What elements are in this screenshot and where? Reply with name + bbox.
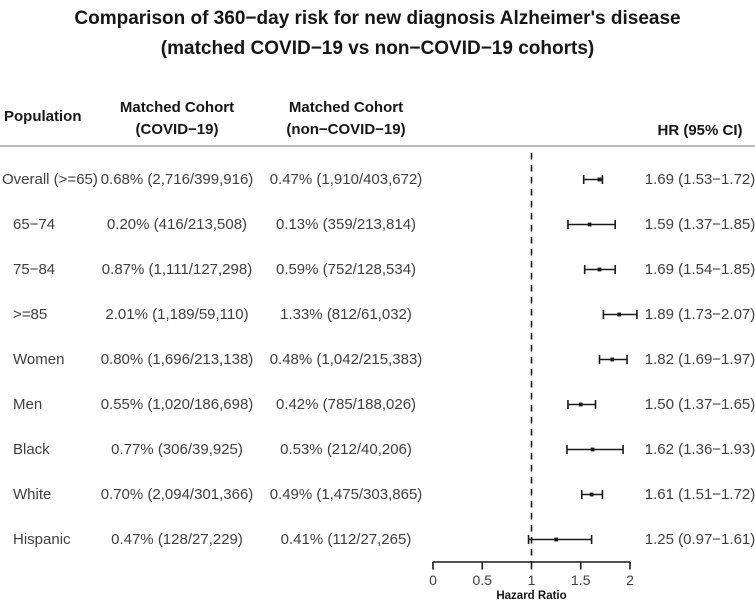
noncovid-risk-value: 0.49% (1,475/303,865) [269,486,423,503]
error-bar [583,265,617,274]
population-label: Women [13,351,65,368]
point-estimate-marker [554,537,559,542]
noncovid-risk-value: 0.47% (1,910/403,672) [269,171,423,188]
covid-risk-value: 0.55% (1,020/186,698) [100,396,254,413]
population-label: Hispanic [13,531,71,548]
covid-risk-value: 0.20% (416/213,508) [106,216,248,233]
table-row: >=85 2.01% (1,189/59,110) 1.33% (812/61,… [0,292,755,337]
axis-tick-label: 1 [527,572,536,588]
error-bar [580,490,604,499]
error-bar [598,355,628,364]
error-bar [567,220,617,229]
hr-ci-value: 1.62 (1.36−1.93) [644,441,755,458]
point-estimate-marker [617,312,622,317]
covid-risk-value: 0.68% (2,716/399,916) [100,171,254,188]
covid-risk-value: 0.87% (1,111/127,298) [101,261,253,278]
population-label: Black [13,441,50,458]
error-bar [567,400,597,409]
error-bar [566,445,624,454]
error-bar [527,535,593,544]
col-header-noncovid-line1: Matched Cohort [288,99,404,116]
table-row: Black 0.77% (306/39,925) 0.53% (212/40,2… [0,427,755,472]
point-estimate-marker [578,402,583,407]
table-row: White 0.70% (2,094/301,366) 0.49% (1,475… [0,472,755,517]
noncovid-risk-value: 0.53% (212/40,206) [280,441,412,458]
col-header-noncovid: Matched Cohort (non−COVID−19) [286,97,405,141]
noncovid-risk-value: 0.13% (359/213,814) [275,216,417,233]
error-bar [602,310,638,319]
header-separator [0,145,755,147]
table-row: Hispanic 0.47% (128/27,229) 0.41% (112/2… [0,517,755,562]
noncovid-risk-value: 1.33% (812/61,032) [280,306,412,323]
covid-risk-value: 0.77% (306/39,925) [111,441,243,458]
point-estimate-marker [589,492,594,497]
population-label: Men [13,396,43,413]
axis-tick-label: 0 [429,572,437,588]
table-row: 65−74 0.20% (416/213,508) 0.13% (359/213… [0,202,755,247]
covid-risk-value: 2.01% (1,189/59,110) [105,306,249,323]
axis-tick-label: 0.5 [472,572,492,588]
col-header-covid-line2: (COVID−19) [135,121,219,138]
noncovid-risk-value: 0.48% (1,042/215,383) [269,351,423,368]
hr-ci-value: 1.82 (1.69−1.97) [644,351,755,368]
noncovid-risk-value: 0.59% (752/128,534) [275,261,417,278]
population-label: White [13,486,52,503]
table-row: Women 0.80% (1,696/213,138) 0.48% (1,042… [0,337,755,382]
axis-tick-label: 2 [626,572,634,588]
covid-risk-value: 0.80% (1,696/213,138) [100,351,254,368]
population-label: Overall (>=65) [2,171,98,188]
hr-ci-value: 1.25 (0.97−1.61) [644,531,755,548]
hr-ci-value: 1.59 (1.37−1.85) [644,216,755,233]
point-estimate-marker [590,447,595,452]
covid-risk-value: 0.47% (128/27,229) [111,531,243,548]
point-estimate-marker [587,222,592,227]
noncovid-risk-value: 0.42% (785/188,026) [275,396,417,413]
hr-ci-value: 1.69 (1.54−1.85) [644,261,755,278]
covid-risk-value: 0.70% (2,094/301,366) [100,486,254,503]
axis-tick-label: 1.5 [571,572,591,588]
col-header-covid: Matched Cohort (COVID−19) [120,97,234,141]
population-label: >=85 [13,306,48,323]
figure-title-line2: (matched COVID−19 vs non−COVID−19 cohort… [160,38,595,59]
col-header-population: Population [4,108,82,125]
hr-ci-value: 1.69 (1.53−1.72) [644,171,755,188]
table-rows: Overall (>=65) 0.68% (2,716/399,916) 0.4… [0,157,755,562]
axis-title: Hazard Ratio [496,590,567,602]
col-header-covid-line1: Matched Cohort [119,99,235,116]
point-estimate-marker [610,357,615,362]
hr-ci-value: 1.50 (1.37−1.65) [644,396,755,413]
hr-ci-value: 1.61 (1.51−1.72) [644,486,755,503]
error-bar [582,175,604,184]
figure-title-line1: Comparison of 360−day risk for new diagn… [74,8,681,29]
figure-title: Comparison of 360−day risk for new diagn… [0,4,755,64]
point-estimate-marker [597,267,602,272]
point-estimate-marker [597,177,602,182]
table-row: 75−84 0.87% (1,111/127,298) 0.59% (752/1… [0,247,755,292]
noncovid-risk-value: 0.41% (112/27,265) [280,531,412,548]
table-row: Overall (>=65) 0.68% (2,716/399,916) 0.4… [0,157,755,202]
hr-ci-value: 1.89 (1.73−2.07) [644,306,755,323]
col-header-hr: HR (95% CI) [657,122,743,139]
table-row: Men 0.55% (1,020/186,698) 0.42% (785/188… [0,382,755,427]
population-label: 65−74 [13,216,56,233]
population-label: 75−84 [13,261,56,278]
col-header-noncovid-line2: (non−COVID−19) [286,121,406,138]
